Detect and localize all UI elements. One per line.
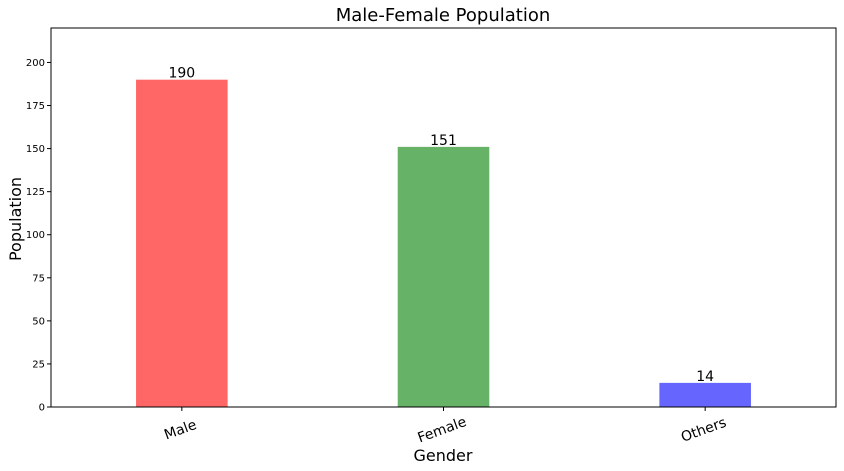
y-tick-label: 50: [32, 316, 45, 327]
x-axis-label: Gender: [414, 446, 473, 465]
bar-male: [136, 79, 228, 407]
y-tick-label: 150: [26, 144, 45, 155]
bars-group: [136, 79, 751, 408]
x-axis-ticks: Male Female Others: [162, 407, 729, 446]
y-axis-label: Population: [6, 177, 25, 261]
bar-others: [659, 382, 751, 407]
bar-female: [397, 146, 490, 408]
data-labels-group: 190 151 14: [168, 66, 714, 385]
y-axis-ticks: 0 25 50 75 100 125 150 175 200: [26, 58, 51, 414]
x-tick-label-female: Female: [416, 414, 469, 446]
y-tick-label: 0: [39, 403, 45, 414]
y-tick-label: 125: [26, 187, 45, 198]
data-label-female: 151: [430, 133, 457, 149]
data-label-others: 14: [696, 369, 714, 385]
plot-frame: [50, 27, 837, 408]
x-tick-label-male: Male: [162, 417, 199, 443]
y-tick-label: 25: [32, 359, 45, 370]
y-tick-label: 100: [26, 230, 45, 241]
data-label-male: 190: [168, 66, 195, 82]
chart-title: Male-Female Population: [336, 5, 551, 26]
y-tick-label: 75: [32, 273, 45, 284]
y-tick-label: 175: [26, 101, 45, 112]
x-tick-label-others: Others: [679, 415, 729, 446]
y-tick-label: 200: [26, 58, 45, 69]
